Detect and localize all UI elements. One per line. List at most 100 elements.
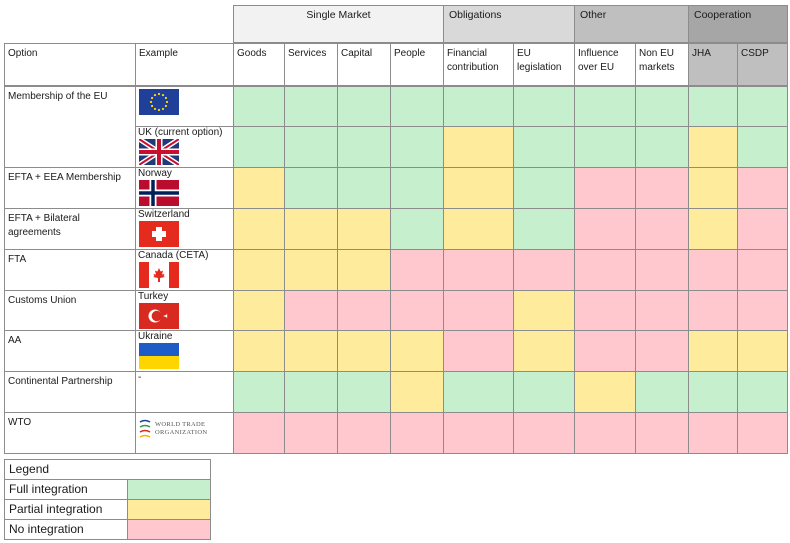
legend-label: Partial integration <box>4 499 128 520</box>
integration-cell <box>443 86 514 127</box>
option-column-header: Option <box>4 43 136 86</box>
legend-swatch <box>127 499 211 520</box>
integration-cell <box>688 412 738 454</box>
option-label: Membership of the EU <box>4 86 136 168</box>
integration-cell <box>737 249 788 291</box>
integration-cell <box>337 249 391 291</box>
option-label: EFTA + Bilateral agreements <box>4 208 136 250</box>
integration-cell <box>443 412 514 454</box>
option-label: AA <box>4 330 136 372</box>
integration-cell <box>337 208 391 250</box>
integration-cell <box>233 290 285 331</box>
column-header: Goods <box>233 43 285 86</box>
column-header: EU legislation <box>513 43 575 86</box>
column-header: Services <box>284 43 338 86</box>
integration-cell <box>390 371 444 413</box>
integration-cell <box>233 371 285 413</box>
integration-cell <box>233 86 285 127</box>
integration-cell <box>635 412 689 454</box>
option-label: Continental Partnership <box>4 371 136 413</box>
integration-cell <box>737 126 788 168</box>
option-label: Customs Union <box>4 290 136 331</box>
wto-logo-text: WORLD TRADE <box>155 421 206 428</box>
integration-cell <box>233 208 285 250</box>
column-header: People <box>390 43 444 86</box>
integration-cell <box>337 167 391 209</box>
integration-cell <box>513 86 575 127</box>
integration-cell <box>574 412 636 454</box>
integration-cell <box>390 290 444 331</box>
integration-cell <box>635 126 689 168</box>
legend-swatch <box>127 479 211 500</box>
integration-cell <box>574 86 636 127</box>
example-label: Ukraine <box>138 331 173 342</box>
option-label: FTA <box>4 249 136 291</box>
integration-cell <box>574 208 636 250</box>
example-label: - <box>138 372 142 383</box>
integration-cell <box>284 371 338 413</box>
integration-cell <box>688 86 738 127</box>
integration-cell <box>284 126 338 168</box>
column-header: Influence over EU <box>574 43 636 86</box>
integration-cell <box>337 412 391 454</box>
integration-cell <box>574 126 636 168</box>
integration-cell <box>635 208 689 250</box>
integration-cell <box>390 86 444 127</box>
integration-cell <box>635 290 689 331</box>
column-group-header: Obligations <box>443 5 575 43</box>
integration-cell <box>443 371 514 413</box>
integration-cell <box>443 126 514 168</box>
integration-cell <box>737 208 788 250</box>
integration-cell <box>574 167 636 209</box>
example-cell <box>135 371 234 413</box>
integration-cell <box>635 167 689 209</box>
integration-cell <box>284 290 338 331</box>
integration-cell <box>390 126 444 168</box>
integration-cell <box>688 167 738 209</box>
integration-cell <box>233 249 285 291</box>
example-label: Canada (CETA) <box>138 250 209 261</box>
switzerland-flag-icon <box>139 221 179 247</box>
example-label: UK (current option) <box>138 127 223 138</box>
integration-cell <box>513 167 575 209</box>
integration-cell <box>737 412 788 454</box>
column-header: Non EU markets <box>635 43 689 86</box>
integration-cell <box>390 167 444 209</box>
integration-cell <box>688 126 738 168</box>
canada-flag-icon <box>139 262 179 288</box>
column-header: JHA <box>688 43 738 86</box>
wto-logo-icon: WORLD TRADE ORGANIZATION <box>138 418 228 444</box>
eu-flag-icon <box>139 89 179 115</box>
column-header: CSDP <box>737 43 788 86</box>
uk-flag-icon <box>137 136 181 168</box>
integration-cell <box>284 412 338 454</box>
integration-cell <box>635 86 689 127</box>
wto-logo-text: ORGANIZATION <box>155 429 208 436</box>
integration-cell <box>513 290 575 331</box>
legend-title: Legend <box>4 459 211 480</box>
integration-cell <box>635 371 689 413</box>
legend-label: Full integration <box>4 479 128 500</box>
example-column-header: Example <box>135 43 234 86</box>
column-header: Financial contribution <box>443 43 514 86</box>
integration-cell <box>737 167 788 209</box>
example-label: Switzerland <box>138 209 190 220</box>
example-cell <box>135 412 234 454</box>
integration-cell <box>688 371 738 413</box>
integration-cell <box>443 290 514 331</box>
integration-cell <box>688 290 738 331</box>
integration-cell <box>337 330 391 372</box>
integration-cell <box>284 86 338 127</box>
integration-cell <box>513 412 575 454</box>
example-label <box>135 412 233 413</box>
integration-cell <box>635 330 689 372</box>
integration-cell <box>737 290 788 331</box>
integration-cell <box>443 249 514 291</box>
example-label <box>135 86 233 87</box>
option-label: WTO <box>4 412 136 454</box>
column-header: Capital <box>337 43 391 86</box>
integration-cell <box>513 249 575 291</box>
legend-label: No integration <box>4 519 128 540</box>
integration-cell <box>233 167 285 209</box>
integration-cell <box>688 249 738 291</box>
